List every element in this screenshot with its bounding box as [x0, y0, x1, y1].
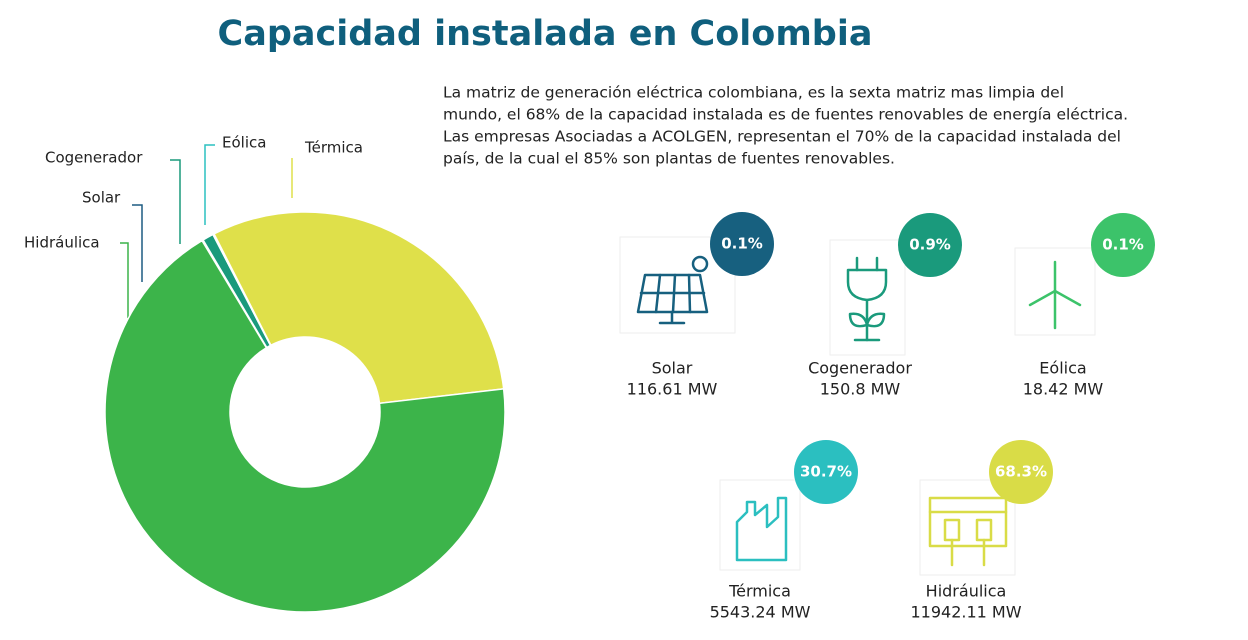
- badge: [794, 440, 858, 504]
- card-name: Hidráulica: [926, 582, 1007, 601]
- callout-label: Térmica: [304, 139, 363, 157]
- callout-label: Cogenerador: [45, 149, 143, 167]
- description-line: mundo, el 68% de la capacidad instalada …: [443, 106, 1128, 124]
- donut-slice: [213, 211, 505, 405]
- card-name: Eólica: [1039, 359, 1086, 378]
- card-capacity: 18.42 MW: [1023, 380, 1104, 399]
- callout-label: Eólica: [222, 134, 266, 152]
- badge-label: 68.3%: [995, 463, 1047, 481]
- leader-line: [132, 204, 143, 282]
- badge-label: 30.7%: [800, 463, 852, 481]
- donut-slice: [104, 239, 506, 613]
- badge: [1091, 213, 1155, 277]
- leader-line: [120, 242, 129, 318]
- leader-line: [204, 144, 215, 225]
- card-capacity: 5543.24 MW: [710, 603, 811, 622]
- icon-termica: [719, 479, 801, 571]
- card-name: Térmica: [728, 582, 791, 601]
- badge: [898, 213, 962, 277]
- leader-line: [170, 159, 181, 244]
- badge: [710, 212, 774, 276]
- description-line: país, de la cual el 85% son plantas de f…: [443, 150, 895, 168]
- badge-label: 0.9%: [909, 236, 951, 254]
- icon-cogenerador: [829, 239, 906, 356]
- icon-hidraulica: [919, 479, 1016, 576]
- icon-eolica: [1014, 247, 1096, 336]
- description-line: Las empresas Asociadas a ACOLGEN, repres…: [443, 128, 1121, 146]
- description: La matriz de generación eléctrica colomb…: [443, 84, 1128, 168]
- card-capacity: 150.8 MW: [820, 380, 901, 399]
- description-line: La matriz de generación eléctrica colomb…: [443, 84, 1064, 102]
- badge-label: 0.1%: [1102, 236, 1144, 254]
- donut: [104, 211, 506, 613]
- card-capacity: 11942.11 MW: [910, 603, 1021, 622]
- card-name: Solar: [652, 359, 693, 378]
- chart-title: Capacidad instalada en Colombia: [218, 14, 873, 54]
- card-capacity: 116.61 MW: [627, 380, 718, 399]
- badge: [989, 440, 1053, 504]
- badge-label: 0.1%: [721, 235, 763, 253]
- callout-label: Solar: [82, 189, 121, 207]
- card-name: Cogenerador: [808, 359, 912, 378]
- callout-label: Hidráulica: [24, 234, 100, 252]
